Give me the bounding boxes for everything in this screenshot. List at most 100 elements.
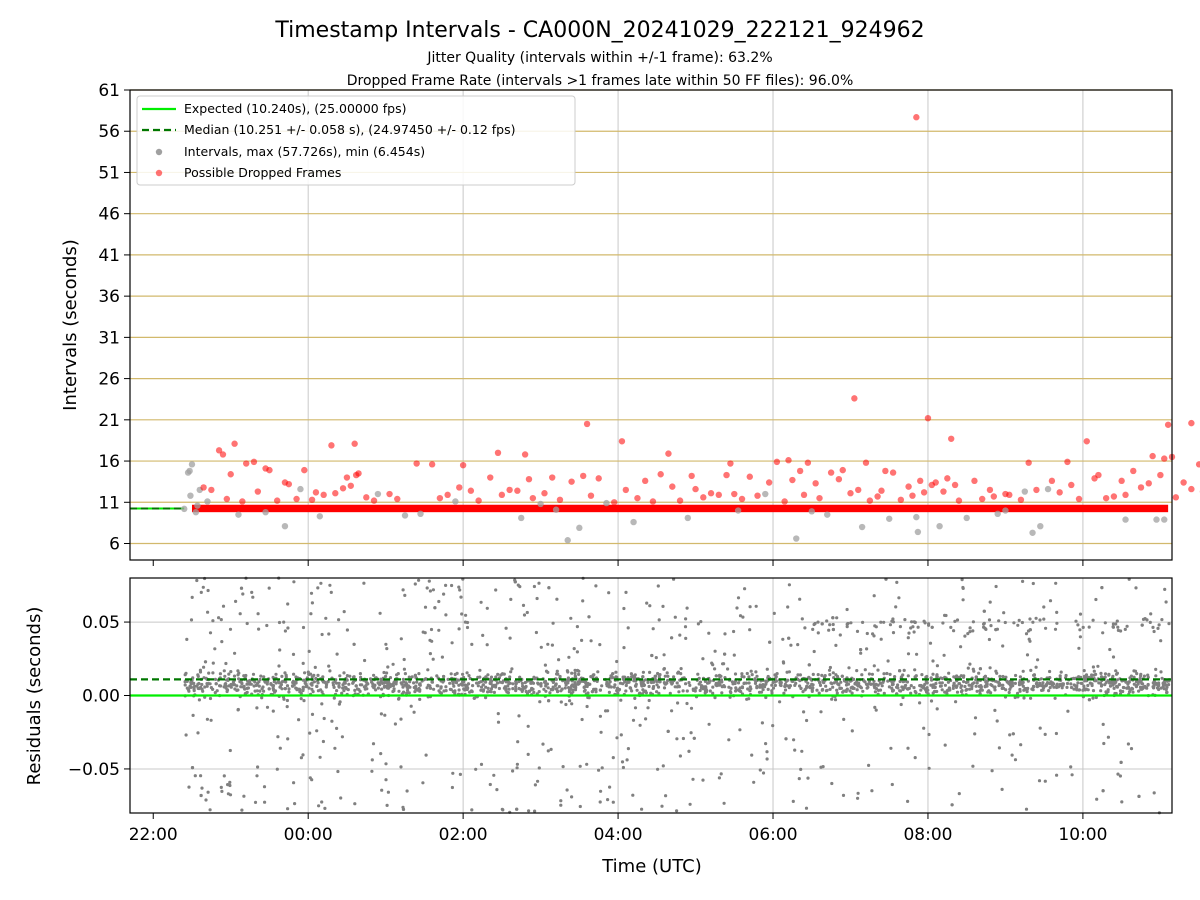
residual-point bbox=[947, 671, 951, 675]
residual-point bbox=[666, 729, 670, 734]
residual-point bbox=[765, 667, 769, 671]
residual-point bbox=[404, 681, 408, 685]
residual-point bbox=[208, 808, 212, 812]
residual-point bbox=[1015, 691, 1020, 696]
dropped-frame-point bbox=[765, 479, 773, 486]
residual-point bbox=[1084, 673, 1089, 677]
interval-point bbox=[297, 485, 304, 493]
residual-point bbox=[634, 684, 638, 688]
residual-point bbox=[427, 579, 431, 583]
residual-point bbox=[444, 613, 448, 617]
residual-point bbox=[985, 682, 989, 686]
residual-point bbox=[899, 702, 903, 707]
residual-point bbox=[1137, 680, 1141, 684]
residual-point bbox=[315, 729, 319, 733]
residual-point bbox=[183, 683, 187, 687]
residual-point bbox=[722, 801, 726, 805]
residual-point bbox=[1055, 610, 1059, 615]
dropped-frame-point bbox=[254, 488, 262, 495]
residual-point bbox=[218, 672, 222, 676]
residual-point bbox=[1035, 681, 1039, 685]
residual-point bbox=[957, 792, 961, 796]
residual-point bbox=[342, 610, 346, 614]
residual-point bbox=[1055, 773, 1059, 777]
residual-point bbox=[897, 596, 901, 600]
residual-point bbox=[211, 661, 215, 665]
residual-point bbox=[972, 681, 976, 685]
residual-point bbox=[458, 772, 462, 777]
residual-point bbox=[941, 621, 945, 625]
dropped-frame-point bbox=[498, 491, 506, 499]
residual-point bbox=[764, 742, 768, 746]
residual-point bbox=[190, 766, 195, 770]
residuals-panel: 22:00 00:00 02:00 04:00 06:00 08:00 10:00−0.05… bbox=[68, 576, 1173, 845]
residual-point bbox=[606, 798, 610, 802]
residual-point bbox=[198, 670, 203, 674]
residual-point bbox=[953, 619, 957, 624]
residual-point bbox=[845, 625, 849, 629]
residual-point bbox=[799, 686, 803, 691]
residual-point bbox=[517, 714, 521, 718]
residual-point bbox=[217, 616, 221, 620]
residual-point bbox=[527, 689, 532, 694]
residual-point bbox=[245, 621, 249, 626]
residual-point bbox=[580, 717, 584, 722]
residual-point bbox=[359, 675, 363, 679]
residual-point bbox=[950, 803, 954, 807]
dropped-frame-point bbox=[301, 466, 308, 474]
residual-point bbox=[1146, 683, 1150, 687]
residual-point bbox=[294, 681, 298, 685]
intervals-ytick-label: 51 bbox=[98, 163, 120, 183]
residual-point bbox=[727, 738, 731, 742]
residual-point bbox=[791, 799, 795, 804]
residual-point bbox=[228, 780, 232, 785]
dropped-frame-point bbox=[1157, 471, 1164, 479]
dropped-frame-point bbox=[971, 477, 978, 485]
residual-point bbox=[831, 627, 836, 632]
residual-point bbox=[638, 691, 642, 695]
residual-point bbox=[796, 673, 800, 677]
intervals-plot-frame bbox=[129, 89, 1173, 561]
residual-point bbox=[638, 723, 642, 727]
residual-point bbox=[451, 771, 455, 775]
residual-point bbox=[800, 749, 804, 753]
residual-point bbox=[261, 685, 265, 689]
intervals-ytick-label: 46 bbox=[98, 205, 120, 225]
residual-point bbox=[979, 684, 983, 688]
residual-point bbox=[1007, 690, 1011, 695]
residual-point bbox=[891, 689, 895, 693]
dropped-frame-point bbox=[1095, 471, 1102, 479]
dropped-frame-point bbox=[835, 475, 843, 483]
residual-point bbox=[448, 681, 452, 685]
residual-point bbox=[546, 686, 550, 690]
residual-point bbox=[646, 706, 650, 710]
residual-point bbox=[743, 587, 747, 591]
residual-point bbox=[1103, 672, 1108, 676]
interval-point bbox=[858, 523, 866, 531]
residual-point bbox=[1156, 626, 1160, 631]
residual-point bbox=[995, 719, 999, 723]
residual-point bbox=[523, 681, 527, 685]
residual-point bbox=[469, 689, 474, 693]
residual-point bbox=[285, 705, 289, 709]
residual-point bbox=[834, 679, 838, 684]
residual-point bbox=[811, 627, 815, 632]
residual-point bbox=[1115, 678, 1119, 682]
residual-point bbox=[960, 578, 964, 582]
residual-point bbox=[1091, 696, 1095, 700]
residual-point bbox=[1094, 695, 1098, 700]
residual-point bbox=[1008, 733, 1012, 737]
interval-point bbox=[316, 513, 324, 520]
residual-point bbox=[485, 643, 489, 647]
residual-point bbox=[752, 678, 757, 682]
residual-point bbox=[696, 622, 701, 626]
residual-point bbox=[657, 680, 662, 684]
residual-point bbox=[374, 688, 378, 692]
residual-point bbox=[213, 691, 217, 695]
dropped-frame-point bbox=[266, 466, 273, 474]
residual-point bbox=[927, 766, 931, 770]
residual-point bbox=[628, 686, 632, 690]
residual-point bbox=[955, 675, 959, 679]
residual-point bbox=[470, 642, 474, 647]
interval-point bbox=[181, 505, 188, 513]
